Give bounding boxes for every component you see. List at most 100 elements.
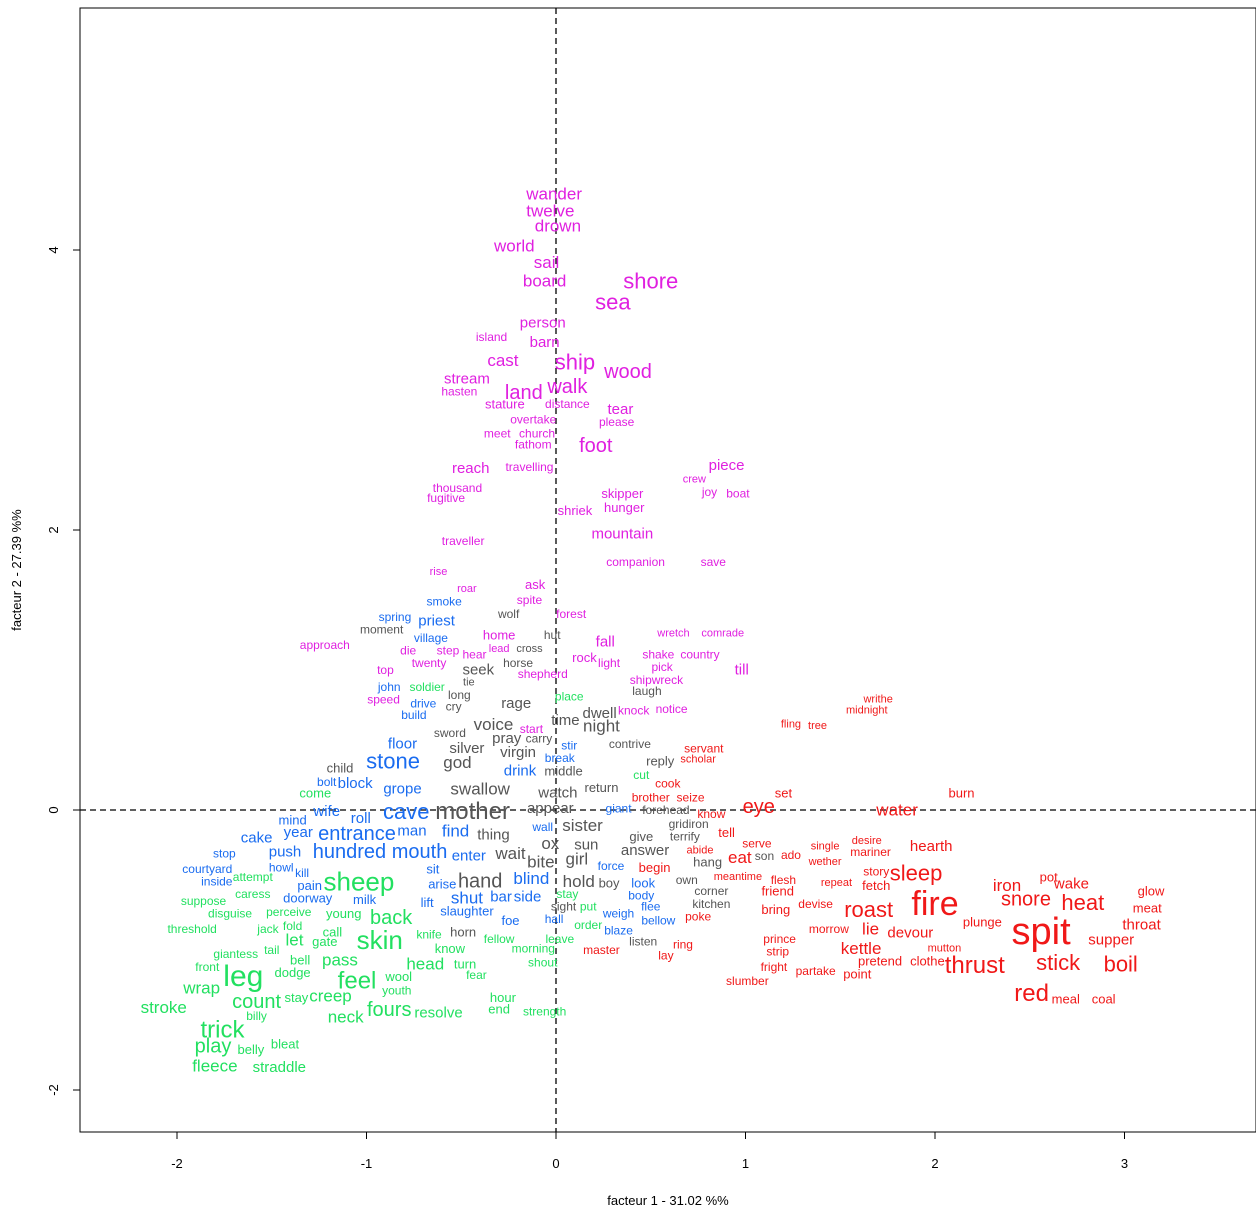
word-label-find: find	[442, 822, 469, 841]
word-label-boy: boy	[599, 875, 620, 890]
word-label-mountain: mountain	[591, 526, 653, 543]
word-label-till: till	[735, 662, 749, 679]
word-label-pray: pray	[492, 730, 522, 747]
word-label-red: red	[1014, 980, 1049, 1007]
word-label-front: front	[195, 960, 220, 974]
word-label-meet: meet	[484, 426, 511, 440]
word-label-seek: seek	[462, 662, 494, 679]
word-label-story: story	[863, 865, 889, 879]
word-label-thing: thing	[477, 827, 510, 844]
word-label-night: night	[583, 717, 620, 736]
word-label-wolf: wolf	[497, 607, 520, 621]
word-label-twelve: twelve	[526, 201, 574, 220]
word-label-thousand: thousand	[433, 481, 482, 495]
word-label-fours: fours	[367, 999, 411, 1021]
word-label-save: save	[701, 555, 727, 569]
word-label-son: son	[755, 849, 774, 863]
word-label-head: head	[406, 955, 444, 974]
word-label-straddle: straddle	[253, 1059, 306, 1076]
word-label-abide: abide	[687, 845, 714, 857]
word-label-board: board	[523, 271, 566, 290]
word-label-young: young	[326, 906, 361, 921]
word-label-fathom: fathom	[515, 438, 552, 452]
word-label-fetch: fetch	[862, 878, 890, 893]
word-label-blaze: blaze	[604, 923, 633, 937]
word-label-tie: tie	[463, 677, 475, 689]
word-label-walk: walk	[546, 376, 588, 398]
word-label-shut: shut	[451, 889, 483, 908]
word-label-rise: rise	[430, 566, 448, 578]
word-label-land: land	[505, 382, 543, 404]
word-label-hundred: hundred	[313, 841, 386, 863]
word-label-morrow: morrow	[809, 922, 849, 936]
word-label-milk: milk	[353, 892, 377, 907]
word-label-shriek: shriek	[558, 503, 593, 518]
word-label-church: church	[519, 426, 555, 440]
word-label-hear: hear	[462, 648, 486, 662]
word-label-floor: floor	[388, 736, 417, 753]
word-label-distance: distance	[545, 397, 590, 411]
word-label-billy: billy	[246, 1009, 267, 1023]
word-label-bolt: bolt	[317, 775, 337, 789]
word-label-sight: sight	[551, 900, 577, 914]
word-label-prince: prince	[763, 932, 796, 946]
word-label-creep: creep	[309, 987, 352, 1006]
word-label-neck: neck	[328, 1008, 364, 1027]
word-label-fall: fall	[596, 634, 615, 651]
word-label-ado: ado	[781, 848, 801, 862]
word-label-john: john	[377, 680, 401, 694]
word-label-repeat: repeat	[821, 877, 852, 889]
word-label-coal: coal	[1092, 992, 1116, 1007]
word-label-foot: foot	[579, 435, 613, 457]
word-label-lead: lead	[489, 643, 510, 655]
word-label-place: place	[555, 690, 584, 704]
word-label-perceive: perceive	[266, 905, 312, 919]
y-tick-label: -2	[46, 1084, 61, 1096]
word-label-ship: ship	[555, 350, 595, 375]
word-label-hut: hut	[544, 628, 561, 642]
word-label-giantess: giantess	[213, 947, 258, 961]
word-label-mouth: mouth	[392, 841, 448, 863]
word-label-smoke: smoke	[427, 594, 463, 608]
word-label-own: own	[676, 873, 698, 887]
word-label-tear: tear	[608, 401, 634, 418]
word-label-fugitive: fugitive	[427, 491, 465, 505]
word-label-glow: glow	[1138, 884, 1165, 899]
word-label-snore: snore	[1001, 889, 1051, 911]
word-label-servant: servant	[684, 741, 724, 755]
word-label-giant: giant	[606, 802, 633, 816]
word-label-play: play	[195, 1036, 232, 1058]
x-tick-label: 2	[931, 1156, 938, 1171]
word-label-start: start	[520, 722, 544, 736]
word-label-desire: desire	[852, 835, 882, 847]
word-label-look: look	[631, 875, 655, 890]
word-label-writhe: writhe	[862, 693, 892, 705]
word-label-answer: answer	[621, 842, 669, 859]
word-label-long: long	[448, 688, 471, 702]
word-label-slaughter: slaughter	[440, 903, 494, 918]
word-label-disguise: disguise	[208, 907, 252, 921]
word-label-resolve: resolve	[414, 1005, 462, 1022]
word-label-please: please	[599, 415, 635, 429]
word-label-roll: roll	[351, 810, 371, 827]
word-label-pretend: pretend	[858, 954, 902, 969]
word-label-thrust: thrust	[945, 952, 1005, 979]
word-label-wall: wall	[531, 820, 553, 834]
word-label-wool: wool	[384, 969, 412, 984]
word-label-iron: iron	[993, 876, 1021, 895]
word-label-bar: bar	[490, 888, 512, 905]
word-label-know: know	[697, 807, 725, 821]
word-label-shake: shake	[642, 648, 674, 662]
word-label-shore: shore	[623, 268, 678, 293]
word-label-point: point	[843, 966, 872, 981]
word-label-stick: stick	[1036, 950, 1081, 975]
word-label-spring: spring	[379, 610, 412, 624]
word-label-feel: feel	[338, 967, 377, 994]
word-label-hour: hour	[490, 990, 517, 1005]
word-label-body: body	[628, 888, 654, 902]
word-label-belly: belly	[238, 1042, 265, 1057]
word-label-caress: caress	[235, 887, 270, 901]
word-label-grope: grope	[383, 781, 421, 798]
word-label-hasten: hasten	[441, 384, 477, 398]
